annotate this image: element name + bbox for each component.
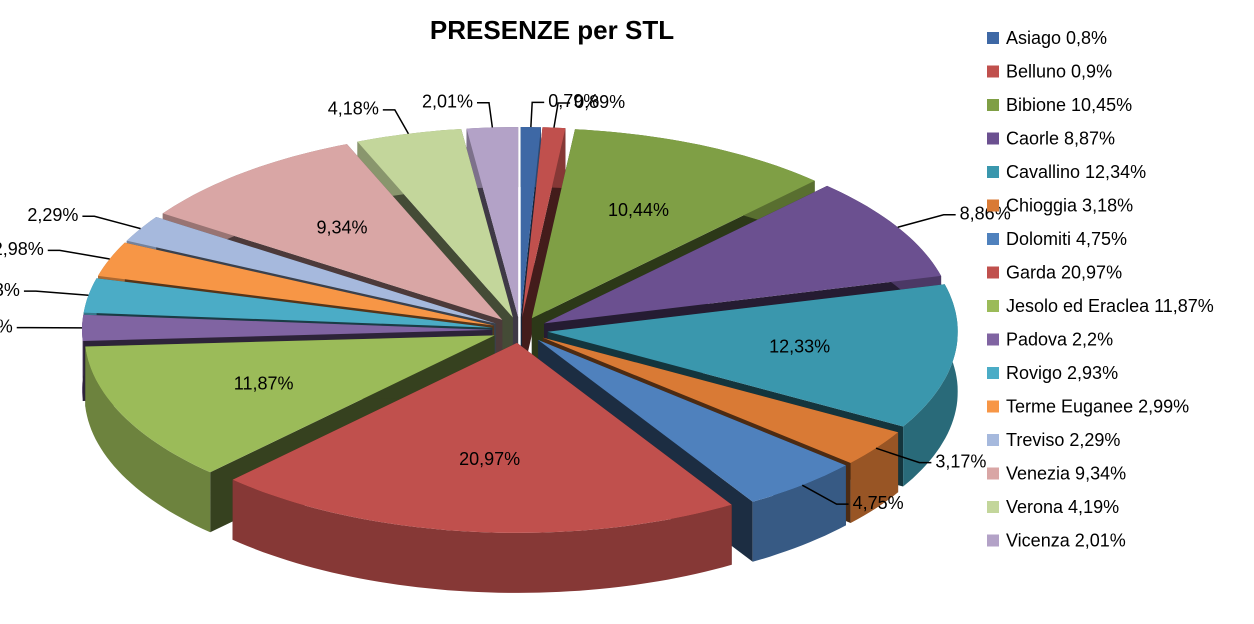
legend-label: Dolomiti 4,75% bbox=[1006, 229, 1127, 249]
slice bbox=[542, 337, 899, 463]
slice-side bbox=[850, 432, 899, 523]
slice bbox=[522, 127, 566, 318]
leader-line bbox=[47, 249, 110, 260]
slice bbox=[232, 342, 732, 533]
slice bbox=[538, 339, 846, 502]
legend-label: Verona 4,19% bbox=[1006, 497, 1119, 517]
legend-swatch bbox=[987, 434, 999, 446]
slice bbox=[98, 242, 494, 326]
leader-line bbox=[897, 213, 956, 228]
leader-line bbox=[553, 102, 571, 128]
legend-label: Asiago 0,8% bbox=[1006, 28, 1107, 48]
data-label: 4,75% bbox=[853, 493, 904, 513]
legend-swatch bbox=[987, 534, 999, 547]
leader-line bbox=[801, 484, 849, 505]
slice bbox=[82, 314, 492, 341]
data-label: 2,93% bbox=[0, 280, 20, 300]
legend-label: Treviso 2,29% bbox=[1006, 430, 1120, 450]
legend-label: Bibione 10,45% bbox=[1006, 95, 1132, 115]
data-label: 0,79% bbox=[548, 91, 599, 111]
data-label: 10,44% bbox=[608, 200, 669, 220]
slice-side bbox=[903, 284, 958, 487]
legend-swatch bbox=[987, 333, 999, 346]
slice bbox=[544, 185, 942, 324]
legend-swatch bbox=[987, 233, 999, 245]
legend-swatch bbox=[987, 300, 999, 312]
legend-swatch bbox=[987, 99, 999, 111]
legend-swatch bbox=[987, 132, 999, 145]
legend-label: Padova 2,2% bbox=[1006, 329, 1113, 349]
slice bbox=[357, 129, 513, 318]
slice bbox=[126, 217, 496, 324]
data-label: 2,20% bbox=[0, 316, 13, 336]
slice-side bbox=[85, 346, 211, 533]
legend-swatch bbox=[987, 65, 999, 78]
data-label: 4,18% bbox=[328, 99, 379, 119]
slice bbox=[466, 127, 519, 318]
leader-line bbox=[23, 290, 89, 297]
slice bbox=[520, 127, 541, 317]
data-label: 2,29% bbox=[27, 205, 78, 225]
legend-label: Vicenza 2,01% bbox=[1006, 530, 1126, 550]
slice-side bbox=[232, 479, 732, 593]
legend-label: Cavallino 12,34% bbox=[1006, 162, 1146, 182]
data-label: 3,17% bbox=[935, 451, 986, 471]
leader-line bbox=[476, 102, 494, 128]
chart-title: PRESENZE per STL bbox=[430, 15, 674, 45]
legend-label: Chioggia 3,18% bbox=[1006, 195, 1133, 215]
legend-swatch bbox=[987, 400, 999, 413]
data-label: 2,98% bbox=[0, 239, 44, 259]
slice bbox=[83, 278, 493, 328]
leader-line bbox=[875, 447, 932, 464]
legend-label: Belluno 0,9% bbox=[1006, 61, 1112, 81]
slice bbox=[162, 144, 503, 320]
legend-label: Rovigo 2,93% bbox=[1006, 363, 1118, 383]
legend-swatch bbox=[987, 266, 999, 279]
leader-line bbox=[530, 101, 545, 128]
legend-label: Garda 20,97% bbox=[1006, 262, 1122, 282]
data-label: 12,33% bbox=[769, 336, 830, 356]
slice bbox=[547, 284, 958, 427]
legend-label: Terme Euganee 2,99% bbox=[1006, 396, 1189, 416]
data-label: 2,01% bbox=[422, 92, 473, 112]
legend-swatch bbox=[987, 367, 999, 379]
legend-swatch bbox=[987, 32, 999, 44]
legend-label: Jesolo ed Eraclea 11,87% bbox=[1006, 296, 1214, 316]
legend-swatch bbox=[987, 166, 999, 178]
pie bbox=[82, 127, 958, 593]
slice bbox=[85, 335, 495, 473]
leader-line bbox=[82, 215, 141, 230]
legend-swatch bbox=[987, 199, 999, 212]
leader-line bbox=[382, 109, 410, 135]
data-label: 11,87% bbox=[234, 373, 294, 393]
legend-swatch bbox=[987, 501, 999, 513]
legend-swatch bbox=[987, 467, 999, 480]
data-label: 9,34% bbox=[317, 217, 368, 237]
slice-side bbox=[752, 465, 846, 562]
legend-label: Caorle 8,87% bbox=[1006, 128, 1115, 148]
legend-label: Venezia 9,34% bbox=[1006, 463, 1126, 483]
slice bbox=[531, 129, 815, 319]
data-label: 20,97% bbox=[459, 449, 520, 469]
data-label: 0,89% bbox=[574, 92, 625, 112]
data-label: 8,86% bbox=[960, 203, 1011, 223]
